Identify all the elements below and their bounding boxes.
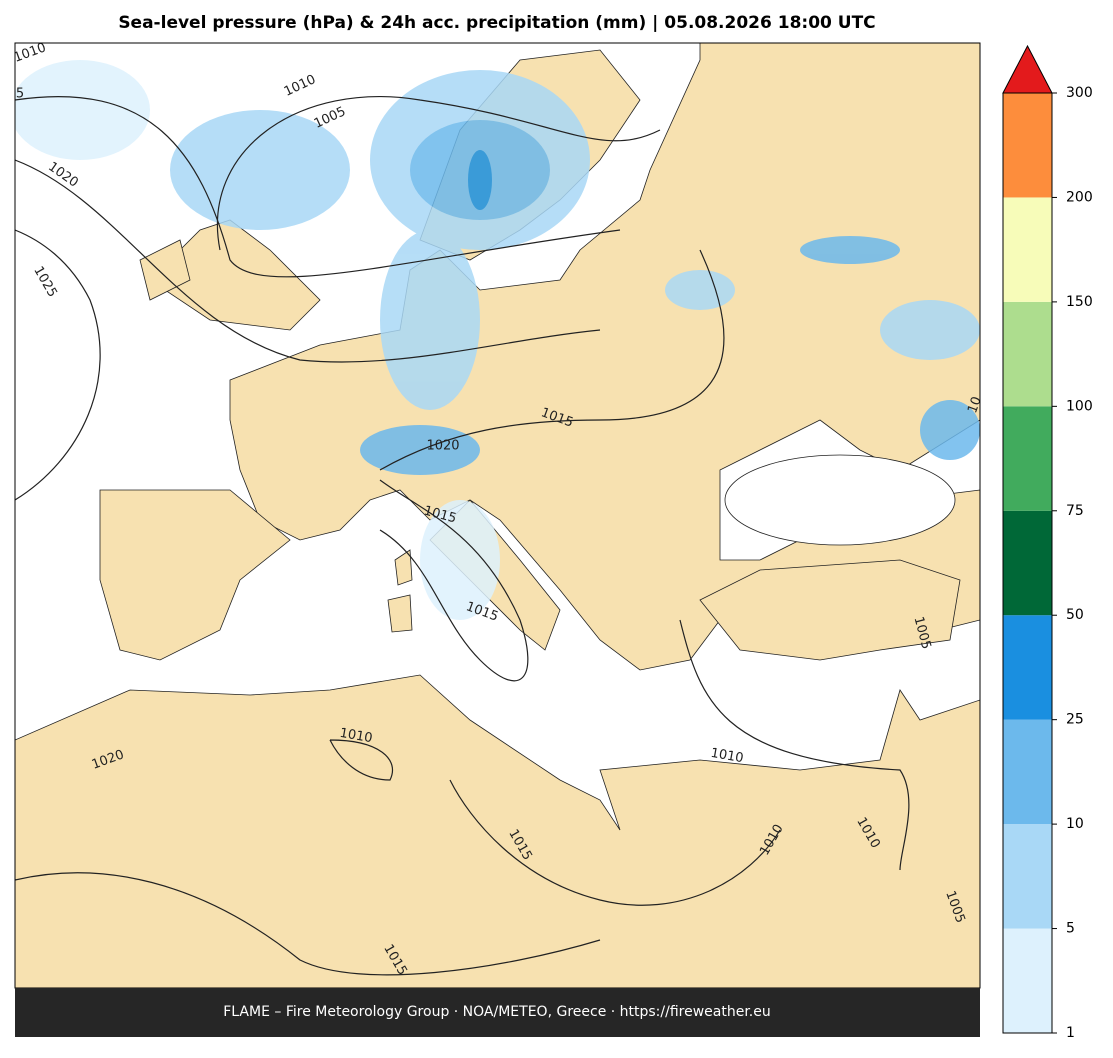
colorbar-tick-label: 5 <box>1066 921 1075 937</box>
isobars <box>15 96 910 976</box>
footer-text: FLAME – Fire Meteorology Group · NOA/MET… <box>223 1004 771 1020</box>
colorbar-tick-label: 200 <box>1066 189 1093 205</box>
contour-label: 10 <box>965 395 985 416</box>
colorbar: 1 5 10 25 50 75 100 150 200 300 <box>1002 44 1093 1041</box>
colorbar-tick-label: 1 <box>1066 1025 1075 1041</box>
footer-bar <box>15 988 980 1037</box>
colorbar-segment <box>1003 824 1052 929</box>
colorbar-tick-label: 50 <box>1066 607 1084 623</box>
colorbar-tick-label: 150 <box>1066 294 1093 310</box>
colorbar-frame <box>1002 92 1053 1034</box>
map: 1010510201025101010051015102010151015101… <box>15 43 985 988</box>
black-sea <box>724 454 956 546</box>
colorbar-tick-label: 100 <box>1066 398 1093 414</box>
map-title: Sea-level pressure (hPa) & 24h acc. prec… <box>118 13 875 33</box>
colorbar-tick-label: 75 <box>1066 503 1084 519</box>
precipitation <box>15 60 980 620</box>
colorbar-tick-label: 25 <box>1066 712 1084 728</box>
land <box>15 43 980 988</box>
contour-label: 1010 <box>338 726 373 747</box>
colorbar-segment <box>1003 719 1052 825</box>
colorbar-extend <box>1002 44 1053 94</box>
contour-label: 5 <box>16 87 24 102</box>
contour-label: 1010 <box>709 746 744 767</box>
contour-label: 1020 <box>426 439 459 454</box>
colorbar-segment <box>1003 93 1052 198</box>
colorbar-tick-label: 10 <box>1066 816 1084 832</box>
colorbar-segment <box>1003 301 1052 407</box>
colorbar-segment <box>1003 406 1052 511</box>
colorbar-segment <box>1003 615 1052 720</box>
colorbar-segment <box>1003 510 1052 616</box>
colorbar-segment <box>1003 197 1052 302</box>
colorbar-tick-label: 300 <box>1066 85 1093 101</box>
colorbar-segment <box>1003 928 1052 1033</box>
